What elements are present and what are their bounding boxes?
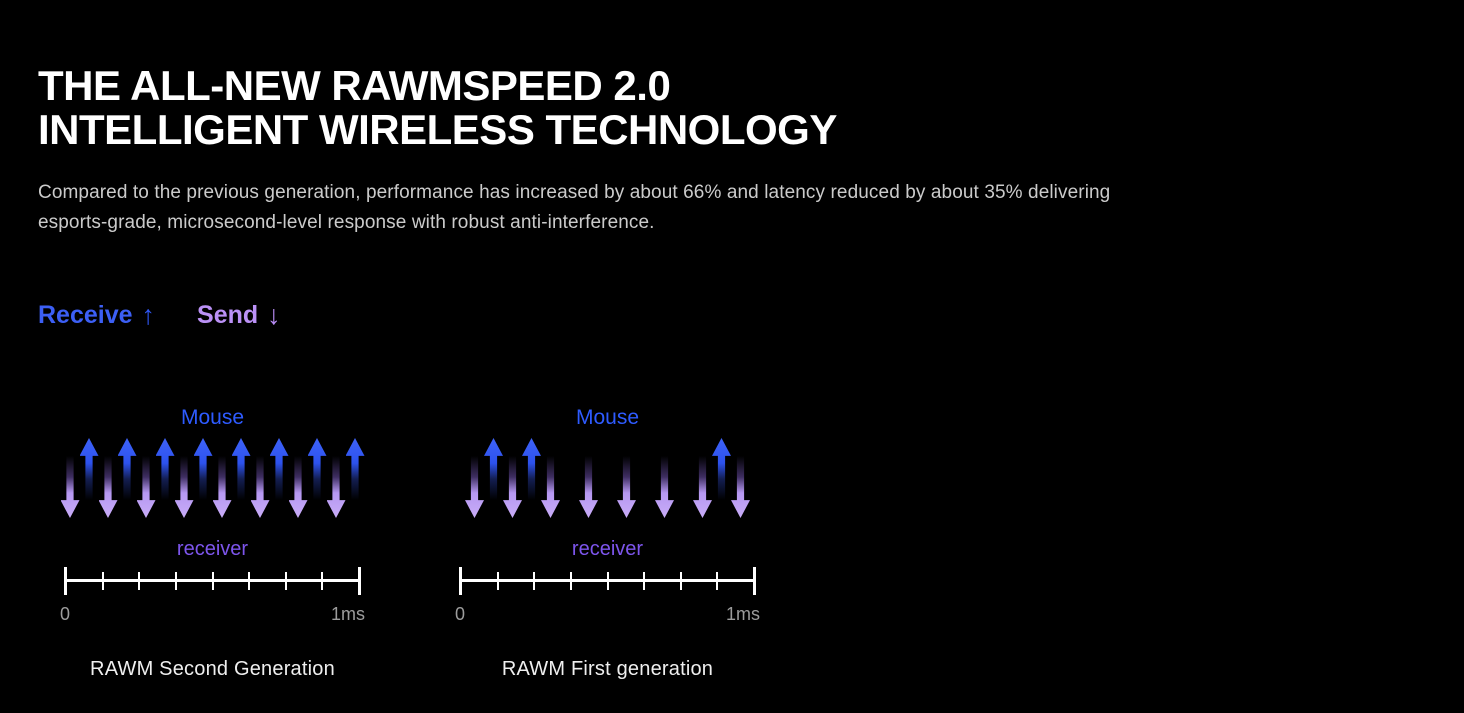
down-arrow-icon: ↓ [267, 300, 281, 330]
down-arrow-icon [465, 452, 484, 518]
ruler-tick [679, 572, 682, 590]
ruler-tick [533, 572, 536, 590]
ruler-tick [358, 567, 361, 595]
send-legend: Send ↓ [197, 300, 281, 331]
title-line-1: THE ALL-NEW RAWMSPEED 2.0 [38, 62, 671, 109]
ruler-ticks [64, 567, 361, 595]
down-arrow-icon [503, 452, 522, 518]
ruler-tick [606, 572, 609, 590]
timeline-ruler [459, 567, 756, 595]
down-arrow-icon [212, 452, 232, 518]
down-arrow-icon [655, 452, 674, 518]
ruler-tick [138, 572, 141, 590]
up-arrow-icon: ↑ [141, 300, 156, 330]
receiver-label: receiver [571, 538, 644, 560]
diagram-caption: RAWM Second Generation [90, 658, 335, 680]
down-arrow-icon [731, 452, 750, 518]
timeline-ruler [64, 567, 361, 595]
up-arrow-icon [193, 438, 213, 504]
up-arrow-icon [484, 438, 503, 504]
diagrams-row: Mouse receiver 0 1ms RAWM Second Generat… [60, 407, 1464, 681]
title-line-2: INTELLIGENT WIRELESS TECHNOLOGY [38, 106, 837, 153]
down-arrow-icon [98, 452, 118, 518]
up-arrow-icon [155, 438, 175, 504]
receiver-label: receiver [176, 538, 249, 560]
ruler-tick [211, 572, 214, 590]
ruler-tick [716, 572, 719, 590]
direction-legend: Receive ↑ Send ↓ [38, 300, 1464, 331]
down-arrow-icon [60, 452, 80, 518]
ruler-tick [284, 572, 287, 590]
send-label: Send [197, 301, 259, 329]
down-arrow-icon [579, 452, 598, 518]
down-arrow-icon [288, 452, 308, 518]
ruler-ticks [459, 567, 756, 595]
ruler-tick [569, 572, 572, 590]
scale-start-label: 0 [60, 604, 71, 624]
down-arrow-icon [174, 452, 194, 518]
scale-start-label: 0 [455, 604, 466, 624]
up-arrow-icon [307, 438, 327, 504]
scale-end-label: 1ms [725, 604, 760, 624]
timeline-scale: 0 1ms [60, 604, 365, 625]
ruler-tick [321, 572, 324, 590]
up-arrow-icon [269, 438, 289, 504]
description-text: Compared to the previous generation, per… [38, 182, 1111, 233]
mouse-label: Mouse [575, 406, 640, 429]
scale-end-label: 1ms [330, 604, 365, 624]
diagram-caption: RAWM First generation [501, 658, 714, 680]
ruler-tick [496, 572, 499, 590]
up-arrow-icon [79, 438, 99, 504]
ruler-tick [64, 567, 67, 595]
up-arrow-icon [231, 438, 251, 504]
ruler-tick [753, 567, 756, 595]
up-arrow-icon [522, 438, 541, 504]
down-arrow-icon [617, 452, 636, 518]
wireless-diagram: Mouse receiver 0 1ms RAWM Second Generat… [60, 407, 365, 681]
receive-legend: Receive ↑ [38, 300, 155, 331]
timeline-scale: 0 1ms [455, 604, 760, 625]
ruler-tick [248, 572, 251, 590]
ruler-tick [101, 572, 104, 590]
rawmspeed-section: THE ALL-NEW RAWMSPEED 2.0 INTELLIGENT WI… [38, 64, 1464, 681]
down-arrow-icon [250, 452, 270, 518]
signal-arrows [60, 438, 365, 518]
wireless-diagram: Mouse receiver 0 1ms RAWM First generati… [455, 407, 760, 681]
mouse-label: Mouse [180, 406, 245, 429]
down-arrow-icon [541, 452, 560, 518]
signal-arrows [455, 438, 760, 518]
down-arrow-icon [326, 452, 346, 518]
down-arrow-icon [136, 452, 156, 518]
receive-label: Receive [38, 301, 133, 329]
up-arrow-icon [712, 438, 731, 504]
ruler-tick [459, 567, 462, 595]
up-arrow-icon [345, 438, 365, 504]
up-arrow-icon [117, 438, 137, 504]
ruler-tick [643, 572, 646, 590]
ruler-tick [174, 572, 177, 590]
page-title: THE ALL-NEW RAWMSPEED 2.0 INTELLIGENT WI… [38, 64, 1464, 152]
down-arrow-icon [693, 452, 712, 518]
